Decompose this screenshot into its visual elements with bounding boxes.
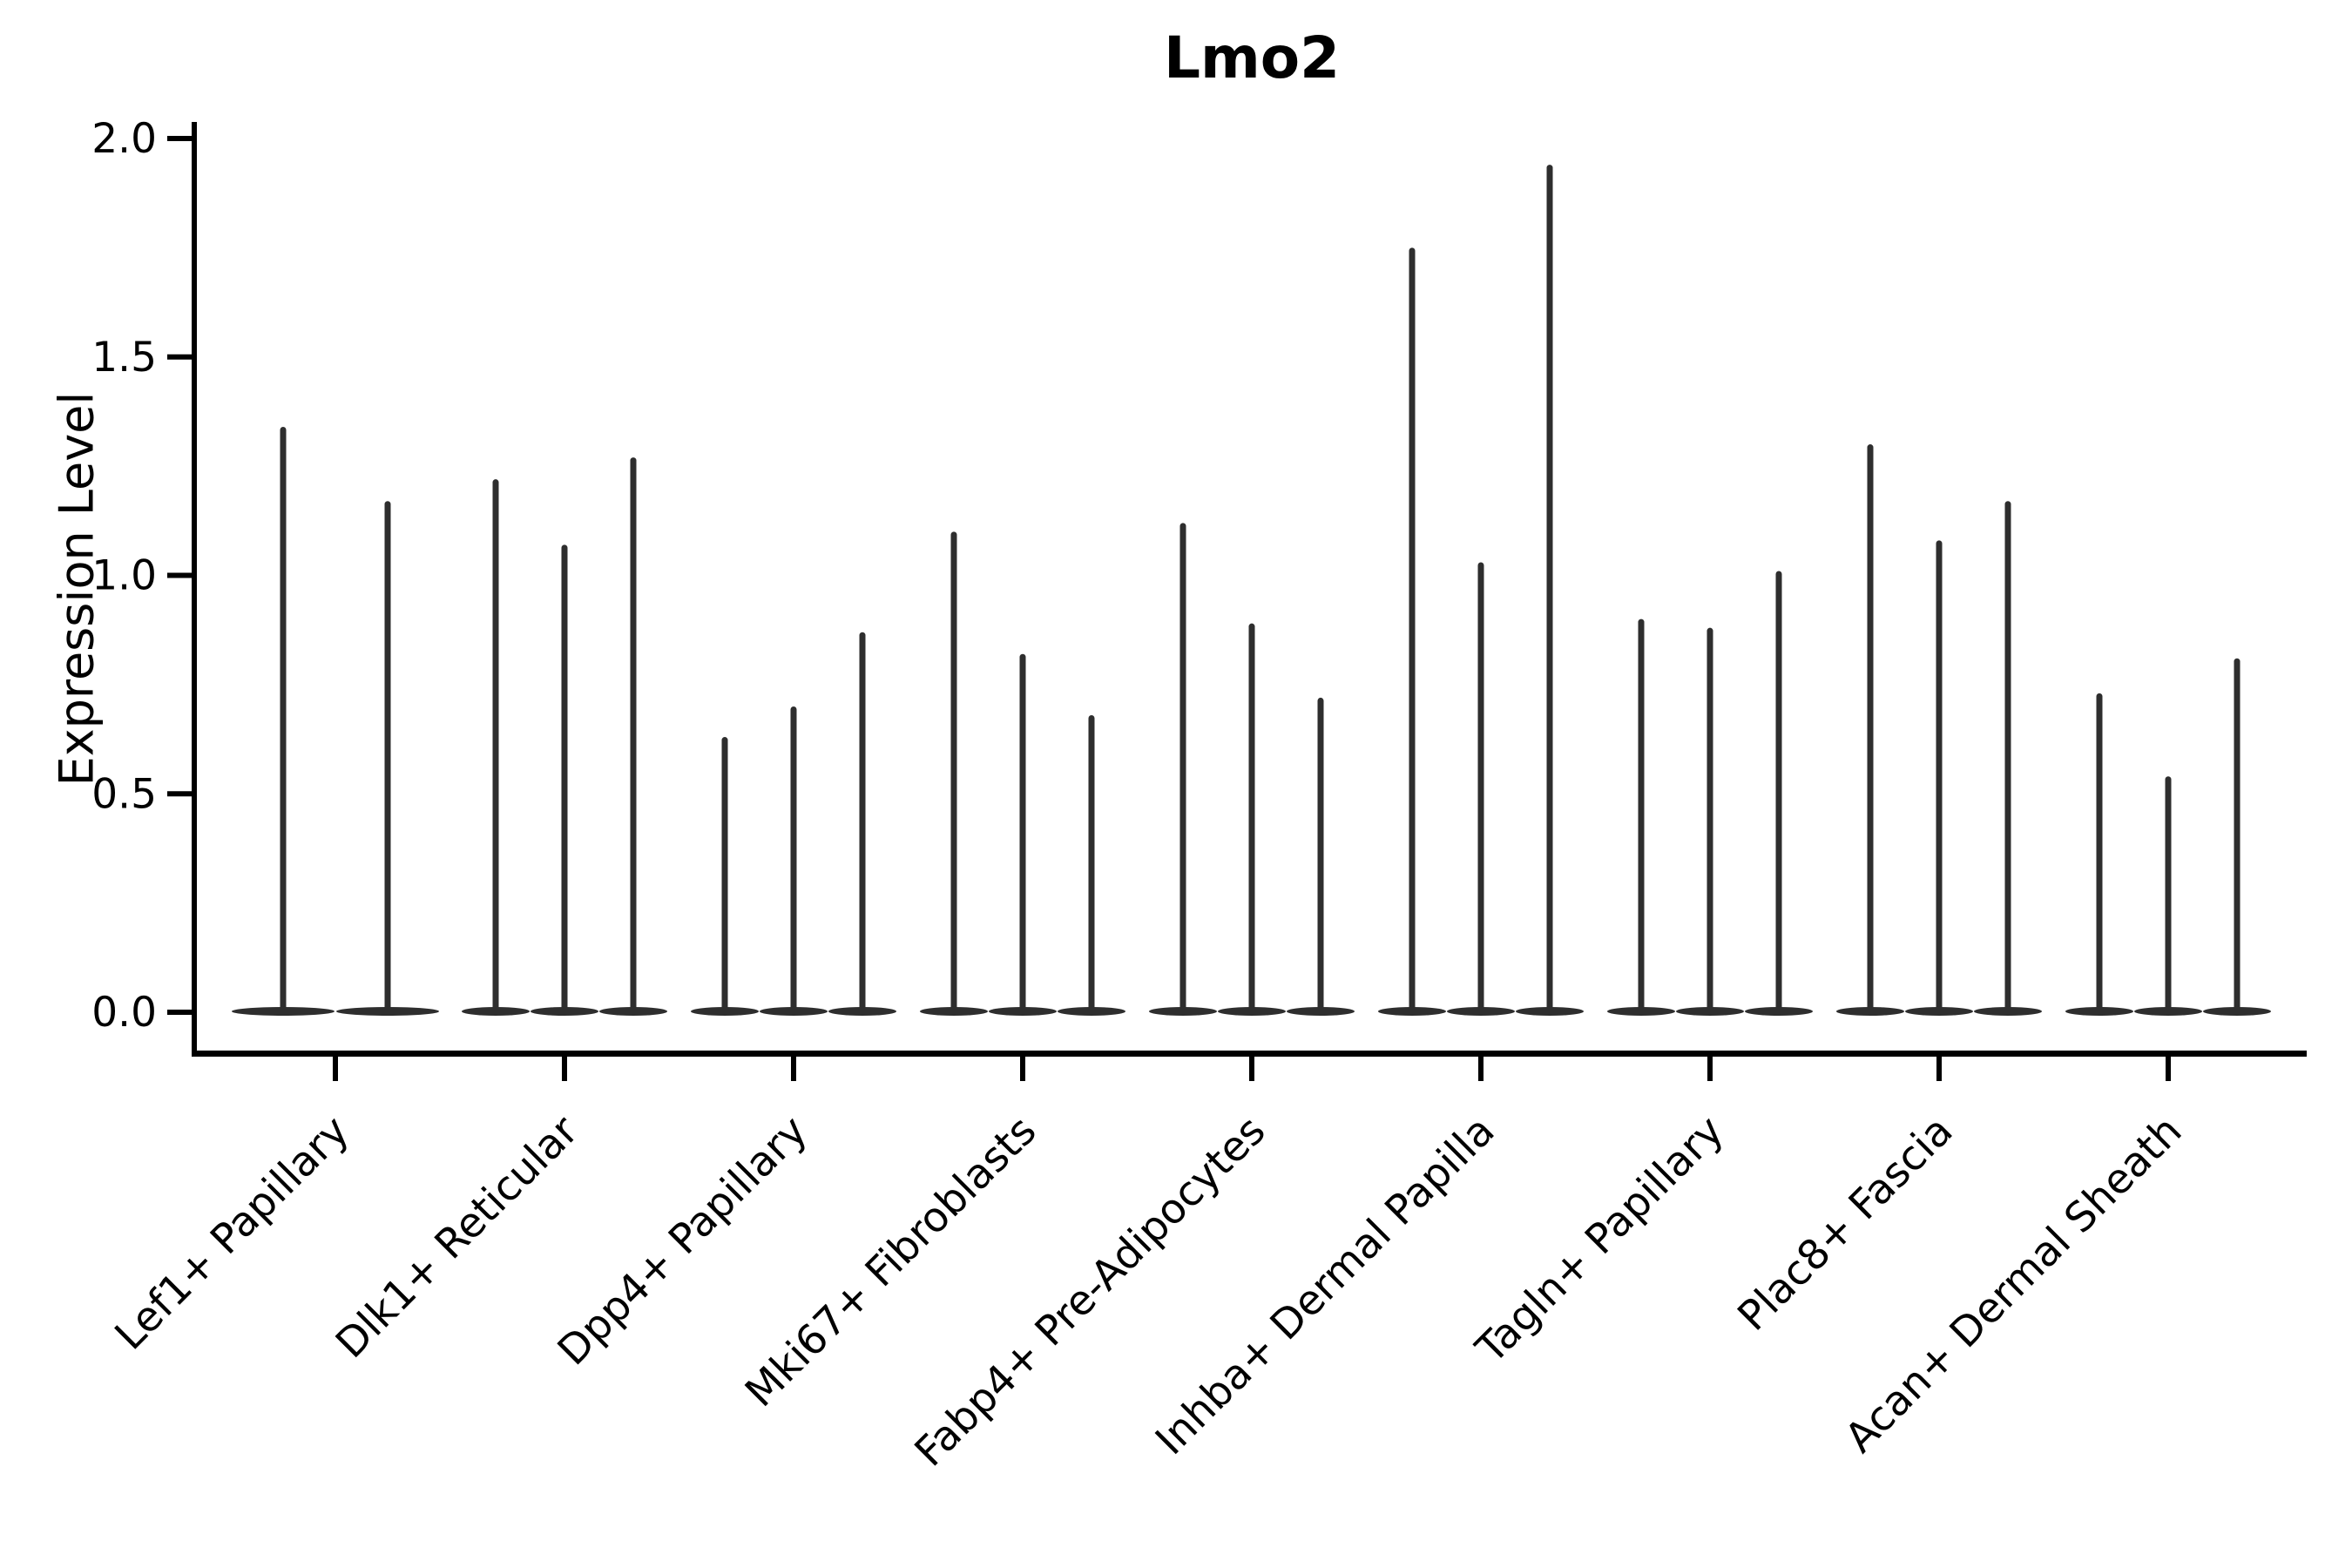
violin-base [2203, 1007, 2271, 1016]
y-tick-label: 0.5 [91, 770, 157, 818]
y-tick-mark [167, 354, 192, 360]
violin-spike [1546, 165, 1553, 1013]
violin-base [1905, 1007, 1973, 1016]
x-tick-mark [1707, 1057, 1713, 1081]
violin-spike [721, 737, 728, 1012]
violin-base [462, 1007, 530, 1016]
y-axis-spine [192, 122, 197, 1057]
violin-base [1516, 1007, 1584, 1016]
violin-base [1836, 1007, 1904, 1016]
x-tick-mark [333, 1057, 338, 1081]
violin-spike [630, 457, 637, 1012]
violin-base [1974, 1007, 2042, 1016]
x-tick-mark [1020, 1057, 1025, 1081]
violin-base [691, 1007, 759, 1016]
y-tick-mark [167, 1010, 192, 1015]
violin-base [1676, 1007, 1744, 1016]
violin-base [1287, 1007, 1355, 1016]
violin-spike [2004, 501, 2011, 1012]
y-tick-mark [167, 791, 192, 797]
violin-base [1447, 1007, 1515, 1016]
violin-spike [1179, 523, 1186, 1012]
violin-base [2065, 1007, 2133, 1016]
violin-base [1218, 1007, 1286, 1016]
violin-spike [790, 706, 797, 1012]
x-tick-mark [1249, 1057, 1254, 1081]
x-tick-mark [1478, 1057, 1484, 1081]
x-tick-mark [791, 1057, 796, 1081]
violin-spike [2096, 693, 2103, 1012]
x-tick-label: Dpp4+ Papillary [549, 1107, 817, 1375]
x-tick-mark [1936, 1057, 1942, 1081]
violin-base [1058, 1007, 1125, 1016]
violin-spike [1409, 247, 1416, 1012]
violin-spike [561, 544, 568, 1012]
violin-base [531, 1007, 598, 1016]
y-tick-mark [167, 136, 192, 141]
violin-spike [1019, 653, 1026, 1012]
violin-base [2134, 1007, 2202, 1016]
violin-spike [2234, 658, 2240, 1012]
violin-spike [1248, 623, 1255, 1012]
violin-spike [950, 531, 957, 1012]
violin-spike [1775, 571, 1782, 1012]
violin-base [1149, 1007, 1217, 1016]
y-tick-mark [167, 572, 192, 578]
x-tick-label: Plac8+ Fascia [1729, 1107, 1963, 1341]
violin-spike [492, 479, 499, 1012]
y-tick-label: 2.0 [91, 115, 157, 163]
violin-base [760, 1007, 828, 1016]
x-tick-label: Dlk1+ Reticular [327, 1106, 588, 1368]
violin-spike [1317, 697, 1324, 1012]
violin-spike [1088, 714, 1095, 1012]
violin-base [1607, 1007, 1675, 1016]
x-tick-mark [2166, 1057, 2171, 1081]
violin-spike [1936, 540, 1943, 1012]
violin-spike [859, 632, 866, 1012]
x-tick-label: Tagln+ Papillary [1467, 1107, 1734, 1374]
y-tick-label: 1.5 [91, 334, 157, 382]
violin-spike [1867, 444, 1874, 1012]
violin-base [1378, 1007, 1446, 1016]
violin-spike [1477, 562, 1484, 1012]
violin-spike [280, 426, 287, 1012]
x-axis-spine [192, 1051, 2307, 1057]
x-tick-mark [562, 1057, 567, 1081]
chart-title: Lmo2 [1163, 24, 1341, 91]
y-tick-label: 0.0 [91, 989, 157, 1037]
violin-base [599, 1007, 667, 1016]
violin-base [989, 1007, 1057, 1016]
x-tick-label: Lef1+ Papillary [106, 1107, 359, 1360]
violin-base [336, 1007, 439, 1016]
y-tick-label: 1.0 [91, 552, 157, 600]
violin-base [232, 1007, 335, 1016]
violin-spike [1707, 627, 1713, 1012]
violin-spike [384, 501, 391, 1012]
violin-base [1745, 1007, 1813, 1016]
violin-spike [2165, 776, 2172, 1012]
violin-spike [1638, 618, 1645, 1012]
violin-base [920, 1007, 988, 1016]
violin-base [828, 1007, 896, 1016]
